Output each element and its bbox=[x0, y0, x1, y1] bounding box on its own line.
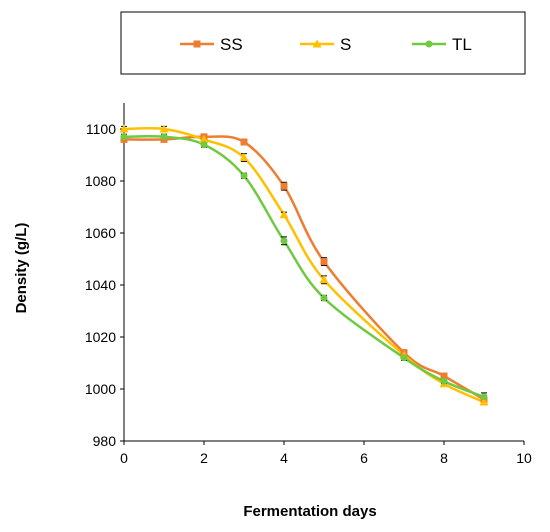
data-point-tl bbox=[160, 133, 168, 141]
data-point-s bbox=[159, 124, 169, 133]
y-tick-label: 1020 bbox=[85, 329, 116, 345]
data-point-tl bbox=[120, 133, 128, 141]
x-tick-label: 0 bbox=[120, 450, 128, 466]
legend-label-ss: SS bbox=[220, 35, 243, 54]
data-point-tl bbox=[320, 294, 328, 302]
data-point-s bbox=[279, 210, 289, 219]
data-point-tl bbox=[480, 393, 488, 401]
x-tick-label: 8 bbox=[440, 450, 448, 466]
legend-marker-s bbox=[312, 39, 322, 48]
series-line-ss bbox=[123, 135, 485, 401]
data-point-ss bbox=[240, 138, 248, 146]
data-point-s bbox=[239, 153, 249, 162]
data-point-ss bbox=[320, 258, 328, 266]
axes: 980 1000 1020 1040 1060 1080 1100 0 2 4 6 8 10 bbox=[85, 103, 532, 466]
y-tick-label: 1080 bbox=[85, 173, 116, 189]
legend: SS S TL bbox=[120, 11, 526, 75]
x-tick-label: 6 bbox=[360, 450, 368, 466]
legend-label-s: S bbox=[340, 35, 351, 54]
legend-marker-ss bbox=[193, 40, 201, 48]
data-point-tl bbox=[280, 237, 288, 245]
legend-label-tl: TL bbox=[452, 35, 472, 54]
data-point-s bbox=[199, 134, 209, 143]
series-line-s bbox=[123, 126, 485, 404]
data-point-s bbox=[119, 124, 129, 133]
x-tick-label: 2 bbox=[200, 450, 208, 466]
series-line-tl bbox=[123, 134, 485, 398]
data-point-tl bbox=[440, 377, 448, 385]
legend-item-ss: SS bbox=[180, 35, 243, 54]
data-point-tl bbox=[200, 141, 208, 149]
data-point-s bbox=[479, 397, 489, 406]
y-tick-label: 1100 bbox=[86, 121, 116, 137]
y-tick-label: 1040 bbox=[85, 277, 116, 293]
data-point-ss bbox=[440, 372, 448, 380]
y-tick-label: 1000 bbox=[85, 381, 116, 397]
y-tick-label: 980 bbox=[93, 433, 117, 449]
x-tick-label: 4 bbox=[280, 450, 288, 466]
x-axis-title: Fermentation days bbox=[243, 503, 376, 520]
legend-item-tl: TL bbox=[412, 35, 472, 54]
legend-item-s: S bbox=[300, 35, 351, 54]
y-tick-label: 1060 bbox=[85, 225, 116, 241]
data-point-s bbox=[319, 275, 329, 284]
data-point-tl bbox=[240, 172, 248, 180]
error-bars bbox=[121, 125, 487, 406]
x-tick-label: 10 bbox=[516, 450, 532, 466]
y-axis-title: Density (g/L) bbox=[13, 223, 30, 314]
legend-marker-tl bbox=[425, 40, 433, 48]
data-point-ss bbox=[280, 182, 288, 190]
series-markers bbox=[119, 124, 489, 406]
series-lines bbox=[123, 126, 485, 404]
data-point-tl bbox=[400, 354, 408, 362]
